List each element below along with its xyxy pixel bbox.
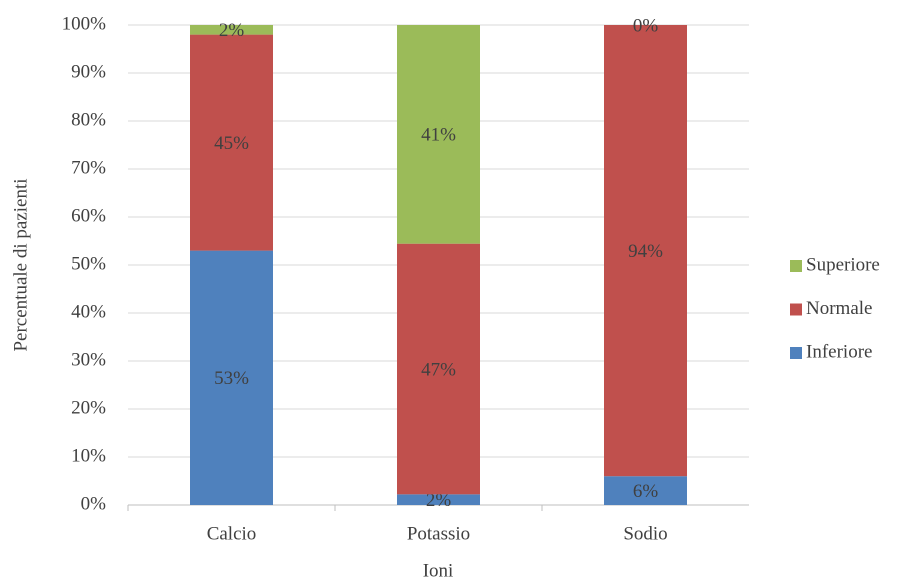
data-label: 94% (628, 241, 663, 262)
data-label: 6% (633, 481, 659, 502)
y-tick-label: 60% (71, 205, 106, 226)
y-tick-label: 0% (81, 493, 107, 514)
data-label: 0% (633, 15, 659, 36)
x-tick-label: Potassio (407, 523, 470, 544)
y-tick-label: 90% (71, 61, 106, 82)
legend-label: Normale (806, 298, 872, 319)
legend-swatch (790, 347, 802, 359)
bar-segment (397, 494, 480, 505)
legend-swatch (790, 260, 802, 272)
x-tick-label: Calcio (207, 523, 257, 544)
y-tick-label: 40% (71, 301, 106, 322)
bar-segment (190, 250, 273, 505)
bar-segment (190, 25, 273, 35)
y-tick-label: 50% (71, 253, 106, 274)
legend-swatch (790, 303, 802, 316)
data-label: 45% (214, 133, 249, 154)
data-label: 47% (421, 359, 456, 380)
bar-segment (604, 25, 687, 477)
y-tick-label: 80% (71, 109, 106, 130)
bar-segment (397, 243, 480, 495)
y-tick-label: 70% (71, 157, 106, 178)
data-label: 2% (219, 20, 245, 41)
x-axis-title: Ioni (423, 560, 454, 581)
data-label: 41% (421, 125, 456, 146)
y-tick-label: 20% (71, 397, 106, 418)
y-tick-label: 100% (62, 13, 107, 34)
y-axis-title: Percentuale di pazienti (10, 178, 31, 351)
y-tick-label: 30% (71, 349, 106, 370)
data-label: 53% (214, 368, 249, 389)
y-tick-label: 10% (71, 445, 106, 466)
legend-label: Inferiore (806, 341, 872, 362)
x-tick-label: Sodio (623, 523, 667, 544)
legend-label: Superiore (806, 254, 880, 275)
data-label: 2% (426, 490, 452, 511)
bar-segment (604, 476, 687, 505)
bar-segment (397, 25, 480, 244)
bar-segment (190, 34, 273, 251)
